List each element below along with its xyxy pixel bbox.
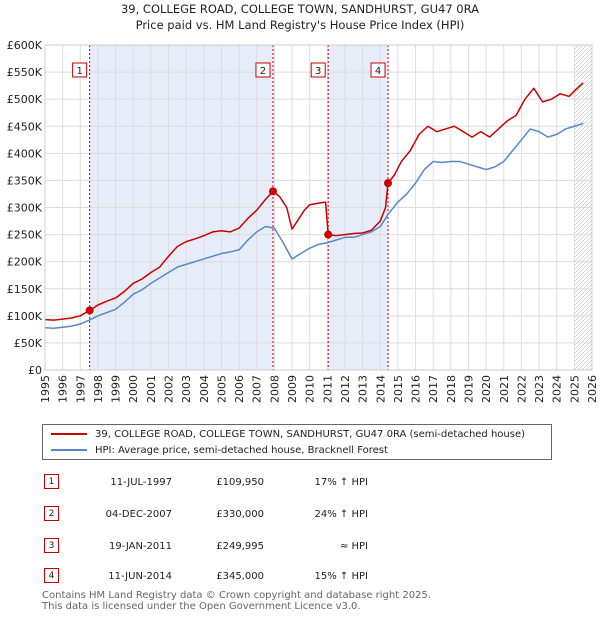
x-tick-label: 2013	[357, 375, 370, 403]
table-row: 2 04-DEC-2007 £330,000 24% ↑ HPI	[42, 506, 562, 524]
transaction-price: £249,995	[216, 541, 264, 552]
sale-point	[268, 187, 277, 196]
x-tick-label: 2015	[392, 375, 405, 403]
y-tick-label: £300K	[7, 202, 43, 215]
sale-point	[384, 179, 393, 188]
transaction-price: £330,000	[216, 509, 264, 520]
plot-border	[44, 44, 593, 371]
x-tick-label: 2008	[268, 375, 281, 403]
annotation-box	[370, 62, 386, 78]
annotation-label: 4	[375, 66, 381, 77]
transaction-hpi: ≈ HPI	[339, 541, 368, 552]
table-row: 1 11-JUL-1997 £109,950 17% ↑ HPI	[42, 474, 562, 492]
x-tick-label: 2024	[551, 375, 564, 403]
x-tick-label: 1996	[57, 375, 70, 403]
x-tick-label: 2006	[233, 375, 246, 403]
x-tick-label: 2019	[462, 375, 475, 403]
x-tick-label: 2022	[515, 375, 528, 403]
annotation-box	[72, 62, 88, 78]
x-tick-label: 2018	[445, 375, 458, 403]
transaction-hpi: 24% ↑ HPI	[314, 509, 368, 520]
x-tick-label: 2002	[163, 375, 176, 403]
transaction-hpi: 15% ↑ HPI	[314, 571, 368, 582]
legend-item-property: 39, COLLEGE ROAD, COLLEGE TOWN, SANDHURS…	[51, 427, 525, 443]
hpi-line	[44, 122, 584, 330]
chart-title: 39, COLLEGE ROAD, COLLEGE TOWN, SANDHURS…	[120, 2, 480, 16]
chart-subtitle: Price paid vs. HM Land Registry's House …	[135, 18, 465, 32]
x-tick-label: 2012	[339, 375, 352, 403]
annotation-label: 2	[260, 66, 266, 77]
table-row: 3 19-JAN-2011 £249,995 ≈ HPI	[42, 538, 562, 556]
transaction-hpi: 17% ↑ HPI	[314, 477, 368, 488]
y-tick-label: £200K	[7, 256, 43, 269]
transaction-date: 04-DEC-2007	[105, 509, 172, 520]
annotation-box	[310, 62, 326, 78]
x-tick-label: 2016	[410, 375, 423, 403]
x-tick-label: 2017	[427, 375, 440, 403]
transaction-badge: 2	[44, 506, 59, 521]
annotation-label: 3	[315, 66, 321, 77]
x-tick-label: 2001	[145, 375, 158, 403]
x-tick-label: 2021	[498, 375, 511, 403]
transaction-badge: 1	[44, 474, 59, 489]
legend-swatch-hpi	[51, 449, 87, 451]
chart-legend: 39, COLLEGE ROAD, COLLEGE TOWN, SANDHURS…	[42, 424, 552, 460]
x-tick-label: 2009	[286, 375, 299, 403]
y-tick-label: £600K	[7, 39, 43, 52]
footer-attribution: Contains HM Land Registry data © Crown c…	[42, 590, 431, 612]
x-tick-label: 2000	[127, 375, 140, 403]
annotation-box	[255, 62, 271, 78]
transaction-badge: 3	[44, 538, 59, 553]
x-tick-label: 1999	[110, 375, 123, 403]
y-tick-label: £250K	[7, 229, 43, 242]
y-tick-label: £400K	[7, 147, 43, 160]
x-tick-label: 1995	[39, 375, 52, 403]
legend-label-property: 39, COLLEGE ROAD, COLLEGE TOWN, SANDHURS…	[95, 429, 526, 440]
table-row: 4 11-JUN-2014 £345,000 15% ↑ HPI	[42, 568, 562, 586]
legend-swatch-property	[51, 433, 87, 435]
transaction-price: £345,000	[216, 571, 264, 582]
y-tick-label: £50K	[14, 337, 43, 350]
transaction-date: 11-JUL-1997	[110, 477, 172, 488]
sale-point	[85, 306, 94, 315]
x-tick-label: 2003	[180, 375, 193, 403]
y-tick-label: £550K	[7, 66, 43, 79]
price-chart: £0 £50K £100K £150K £200K £250K £300K £350K £400…	[7, 39, 599, 403]
y-tick-label: £100K	[7, 310, 43, 323]
y-tick-label: £450K	[7, 120, 43, 133]
y-tick-label: £0	[28, 364, 42, 377]
x-tick-label: 2025	[568, 375, 581, 403]
annotation-label: 1	[76, 66, 82, 77]
sale-point	[324, 230, 333, 239]
x-tick-label: 2014	[374, 375, 387, 403]
transaction-date: 19-JAN-2011	[108, 541, 172, 552]
property-price-line	[44, 82, 584, 321]
legend-item-hpi: HPI: Average price, semi-detached house,…	[51, 443, 388, 459]
legend-label-hpi: HPI: Average price, semi-detached house,…	[95, 445, 388, 456]
x-tick-label: 2026	[586, 375, 599, 403]
y-tick-label: £500K	[7, 93, 43, 106]
transaction-badge: 4	[44, 568, 59, 583]
x-tick-label: 2004	[198, 375, 211, 403]
x-tick-label: 2010	[304, 375, 317, 403]
footer-line-2: This data is licensed under the Open Gov…	[42, 601, 361, 612]
x-tick-label: 2005	[215, 375, 228, 403]
x-tick-label: 2023	[533, 375, 546, 403]
x-tick-label: 2011	[321, 375, 334, 403]
y-tick-label: £350K	[7, 174, 43, 187]
footer-line-1: Contains HM Land Registry data © Crown c…	[42, 590, 431, 601]
y-tick-label: £150K	[7, 283, 43, 296]
transaction-price: £109,950	[216, 477, 264, 488]
x-tick-label: 1997	[74, 375, 87, 403]
transaction-date: 11-JUN-2014	[108, 571, 172, 582]
x-tick-label: 2020	[480, 375, 493, 403]
x-tick-label: 1998	[92, 375, 105, 403]
x-tick-label: 2007	[251, 375, 264, 403]
